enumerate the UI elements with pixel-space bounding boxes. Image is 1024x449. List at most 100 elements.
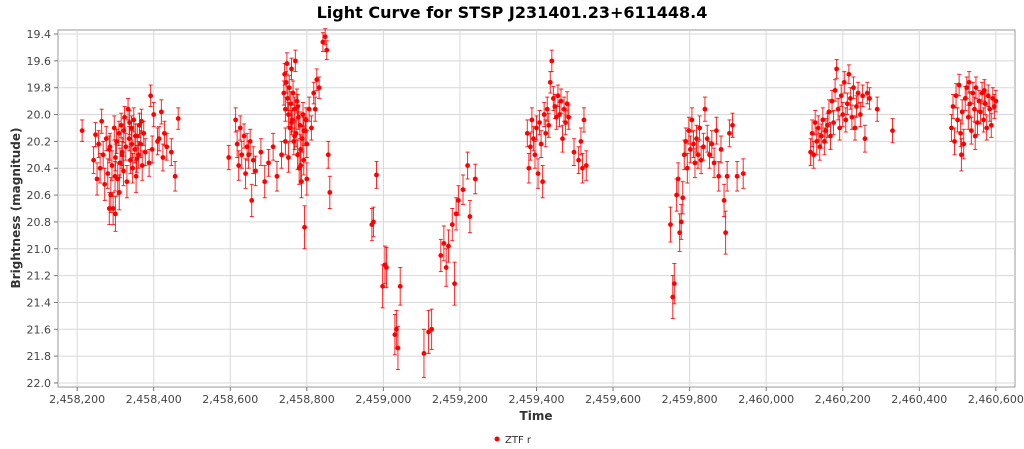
data-point bbox=[531, 136, 536, 142]
data-point bbox=[443, 265, 449, 270]
data-point bbox=[953, 93, 959, 99]
data-point bbox=[125, 106, 131, 112]
data-point bbox=[112, 173, 118, 179]
axis-ticks: 2,458,200 2,458,400 2,458,600 2,458,800 2,45… bbox=[27, 28, 1024, 406]
data-point bbox=[540, 179, 546, 185]
data-point bbox=[867, 96, 872, 101]
data-point bbox=[852, 125, 858, 131]
data-point bbox=[393, 326, 399, 332]
data-point bbox=[286, 112, 291, 117]
data-point bbox=[829, 98, 835, 104]
data-point bbox=[820, 117, 826, 123]
data-point bbox=[529, 117, 535, 123]
y-tick-label: 21.0 bbox=[27, 243, 52, 256]
data-point bbox=[295, 114, 301, 120]
data-point bbox=[137, 122, 142, 128]
data-point bbox=[288, 101, 294, 107]
data-point bbox=[132, 147, 138, 152]
data-point bbox=[671, 281, 677, 287]
data-point bbox=[156, 136, 162, 142]
x-axis-label: Time bbox=[520, 409, 553, 423]
data-point bbox=[311, 90, 317, 96]
data-point bbox=[324, 47, 330, 53]
data-point bbox=[164, 144, 170, 150]
x-tick-label: 2,459,000 bbox=[355, 393, 411, 406]
data-point bbox=[287, 125, 293, 131]
data-point bbox=[301, 157, 307, 163]
data-point bbox=[467, 214, 473, 219]
data-point bbox=[687, 147, 693, 152]
data-point bbox=[675, 176, 681, 182]
data-point bbox=[96, 141, 101, 147]
data-point bbox=[290, 90, 296, 96]
y-tick-label: 19.6 bbox=[27, 55, 52, 68]
data-point bbox=[127, 120, 132, 126]
data-point bbox=[116, 189, 122, 195]
data-point bbox=[855, 90, 861, 96]
data-point bbox=[421, 351, 427, 356]
data-point bbox=[250, 157, 256, 163]
x-tick-label: 2,459,600 bbox=[585, 393, 641, 406]
data-point bbox=[832, 87, 838, 93]
x-tick-label: 2,458,800 bbox=[279, 393, 335, 406]
y-tick-label: 22.0 bbox=[27, 377, 52, 390]
data-point bbox=[99, 118, 105, 124]
data-point bbox=[151, 112, 157, 117]
data-point bbox=[111, 125, 117, 131]
data-point bbox=[303, 117, 309, 123]
data-point bbox=[299, 179, 304, 185]
data-point bbox=[162, 130, 167, 136]
data-point bbox=[840, 112, 846, 117]
data-point bbox=[129, 141, 135, 147]
x-tick-label: 2,458,400 bbox=[126, 393, 182, 406]
data-point bbox=[100, 152, 106, 158]
x-tick-label: 2,460,600 bbox=[968, 393, 1024, 406]
data-point bbox=[456, 198, 461, 203]
data-point bbox=[446, 243, 451, 249]
data-point bbox=[546, 122, 552, 128]
data-point bbox=[976, 98, 982, 104]
data-point bbox=[841, 79, 847, 85]
data-point bbox=[678, 219, 684, 225]
data-point bbox=[991, 104, 997, 109]
data-point bbox=[236, 163, 242, 168]
data-point bbox=[956, 82, 962, 88]
data-point bbox=[874, 106, 880, 112]
data-point bbox=[289, 120, 294, 126]
x-tick-label: 2,458,600 bbox=[202, 393, 258, 406]
data-point bbox=[93, 132, 98, 138]
y-tick-label: 19.4 bbox=[27, 28, 52, 41]
data-point bbox=[993, 98, 999, 104]
data-point bbox=[561, 106, 567, 112]
data-point bbox=[139, 118, 144, 124]
data-point bbox=[380, 283, 386, 289]
data-point bbox=[814, 138, 820, 144]
data-point bbox=[709, 141, 715, 147]
data-point bbox=[981, 87, 987, 93]
data-point bbox=[138, 141, 144, 147]
data-point bbox=[302, 224, 307, 230]
data-point bbox=[286, 155, 291, 160]
data-point bbox=[811, 152, 817, 158]
data-point bbox=[550, 96, 556, 101]
data-point bbox=[108, 192, 114, 198]
data-point bbox=[452, 281, 457, 287]
data-point bbox=[127, 157, 133, 163]
data-point bbox=[890, 128, 895, 134]
data-point bbox=[552, 104, 558, 109]
data-point bbox=[291, 138, 297, 144]
data-point bbox=[281, 90, 287, 96]
data-point bbox=[982, 101, 988, 107]
data-point bbox=[987, 106, 993, 112]
data-point bbox=[292, 58, 298, 64]
data-point bbox=[299, 136, 305, 142]
data-point bbox=[555, 93, 561, 99]
data-point bbox=[274, 173, 280, 179]
data-point bbox=[301, 128, 307, 134]
data-point bbox=[253, 168, 258, 174]
data-point bbox=[578, 138, 584, 144]
data-point bbox=[258, 149, 264, 155]
data-point bbox=[959, 152, 964, 158]
data-point bbox=[114, 138, 119, 144]
data-point bbox=[557, 112, 562, 117]
